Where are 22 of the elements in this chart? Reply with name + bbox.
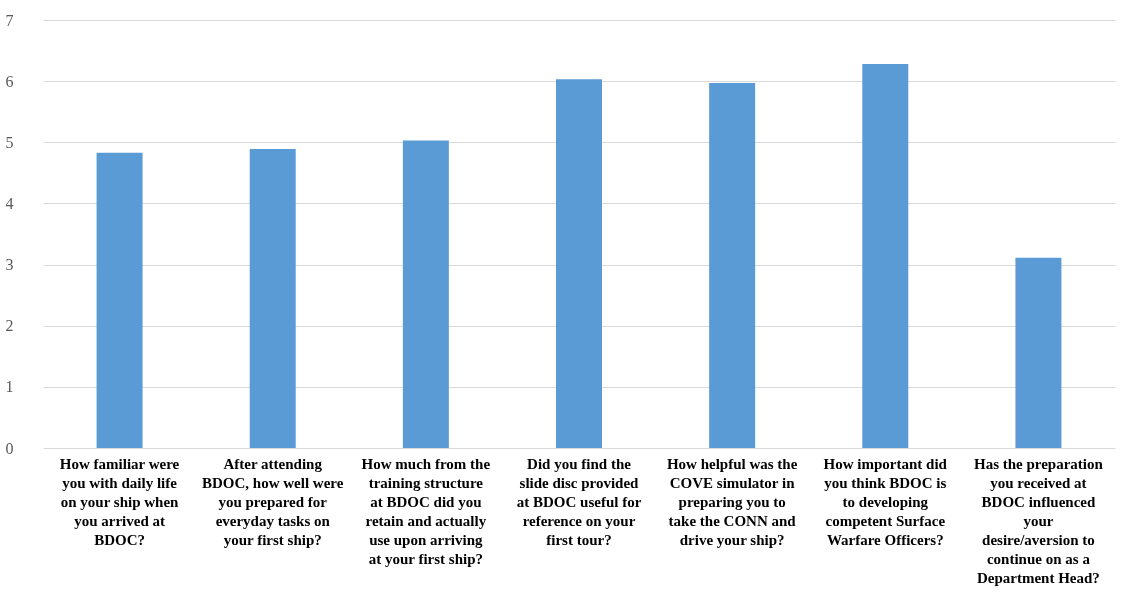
y-tick-label: 5: [5, 133, 14, 151]
x-tick-label: Did you find the slide disc provided at BDOC useful for reference on your first tour?: [516, 455, 642, 548]
bar: [249, 149, 296, 448]
bar: [1015, 257, 1062, 448]
x-tick-label: Has the preparation you received at BDOC influenced your desire/aversion to continue on as a Department Head?: [973, 455, 1104, 586]
y-tick-label: 7: [5, 11, 14, 29]
bar: [402, 140, 449, 448]
x-tick-label: How helpful was the COVE simulator in preparing you to take the CONN and drive your ship?: [666, 455, 798, 548]
x-tick-label: How familiar were you with daily life on your ship when you arrived at BDOC?: [59, 455, 180, 548]
bar: [96, 152, 143, 448]
y-tick-label: 6: [5, 72, 14, 90]
y-tick-label: 4: [5, 194, 14, 212]
y-tick-label: 3: [5, 256, 14, 274]
x-tick-label: How much from the training structure at BDOC did you retain and actually use upon arriving at your first ship?: [361, 455, 491, 567]
y-tick-label: 2: [5, 317, 14, 335]
y-tick-label: 0: [5, 439, 14, 457]
y-tick-label: 1: [5, 378, 14, 396]
bar: [862, 64, 909, 448]
bar: [709, 82, 756, 448]
bar: [556, 79, 602, 448]
x-tick-label: How important did you think BDOC is to developing competent Surface Warfare Officers?: [823, 455, 948, 548]
x-tick-label: After attending BDOC, how well were you prepared for everyday tasks on your first ship?: [202, 455, 344, 548]
